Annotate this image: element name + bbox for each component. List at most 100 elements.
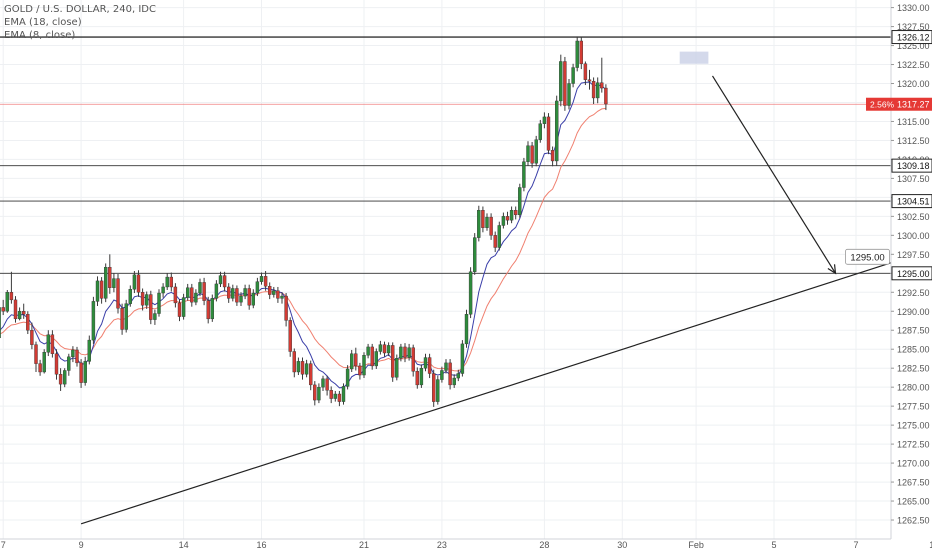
- candle-body: [67, 356, 71, 371]
- candle-body: [370, 346, 374, 367]
- price-tick-label: 1267.50: [897, 478, 930, 488]
- candle-body: [427, 357, 432, 374]
- candle-body: [185, 287, 190, 298]
- candle-body: [448, 362, 452, 386]
- candle-body: [325, 378, 329, 391]
- price-tick-label: 1302.50: [897, 212, 930, 222]
- time-tick-label: 23: [437, 540, 447, 550]
- candle-body: [0, 307, 1, 339]
- candle-body: [79, 362, 83, 383]
- candle-body: [165, 276, 169, 288]
- horizontal-levels[interactable]: [0, 36, 891, 274]
- candle-body: [108, 267, 112, 288]
- level-tag: [891, 266, 932, 281]
- candlesticks: [0, 36, 608, 407]
- candle-body: [91, 301, 96, 341]
- candle-body: [149, 294, 153, 320]
- candle-body: [218, 275, 223, 285]
- candle-body: [526, 145, 530, 162]
- candle-body: [477, 210, 481, 238]
- candle-body: [522, 161, 526, 188]
- candle-body: [382, 344, 387, 354]
- candle-body: [5, 292, 9, 312]
- candle-body: [354, 353, 358, 367]
- price-tick-label: 1320.00: [897, 79, 930, 89]
- time-axis[interactable]: 7 9 14 16 21 23 28 30 Feb 5 7 11: [0, 538, 932, 550]
- candle-body: [181, 297, 186, 317]
- candle-body: [280, 295, 284, 299]
- candle-body: [509, 210, 514, 221]
- price-tick-label: 1300.00: [897, 231, 930, 241]
- candle-body: [292, 351, 296, 373]
- time-tick-label: 5: [771, 540, 776, 550]
- ascending-trendline[interactable]: [80, 238, 932, 525]
- candle-body: [415, 371, 419, 386]
- arrow-head: [827, 264, 837, 275]
- price-tick-label: 1277.50: [897, 402, 930, 412]
- candle-body: [432, 373, 436, 402]
- price-tick-label: 1265.00: [897, 497, 930, 507]
- candle-body: [378, 344, 383, 352]
- candle-body: [247, 288, 251, 306]
- price-tick-label: 1272.50: [897, 440, 930, 450]
- highlight-box: [679, 51, 709, 64]
- time-tick-label: 11: [929, 540, 932, 550]
- price-axis[interactable]: 1262.50 1265.00 1267.50 1270.00 1272.50 1275.…: [866, 0, 932, 550]
- candle-body: [251, 292, 256, 306]
- candle-body: [452, 377, 456, 386]
- price-tick-label: 1292.50: [897, 288, 930, 298]
- candle-body: [71, 349, 75, 358]
- time-tick-label: 21: [359, 540, 369, 550]
- candle-body: [284, 295, 288, 321]
- candle-body: [596, 82, 600, 99]
- candle-body: [87, 339, 92, 362]
- candle-body: [317, 386, 321, 401]
- candle-body: [263, 276, 268, 287]
- candle-body: [313, 384, 317, 401]
- price-tick-label: 1322.50: [897, 60, 930, 70]
- candle-body: [103, 267, 108, 299]
- candle-body: [485, 216, 489, 228]
- candle-body: [214, 283, 219, 299]
- price-tick-label: 1307.50: [897, 174, 930, 184]
- candle-body: [587, 79, 592, 82]
- candle-body: [333, 393, 337, 399]
- drawings[interactable]: 1295.00: [679, 51, 890, 275]
- candle-body: [177, 302, 182, 317]
- candle-body: [358, 365, 362, 376]
- candle-body: [386, 345, 391, 354]
- legend-title: GOLD / U.S. DOLLAR, 240, IDC: [4, 4, 156, 15]
- candle-body: [231, 288, 235, 299]
- candle-body: [583, 63, 588, 80]
- price-tick-label: 1282.50: [897, 364, 930, 374]
- candle-body: [144, 294, 149, 306]
- candle-body: [600, 82, 604, 89]
- candle-body: [411, 347, 415, 372]
- candle-body: [481, 210, 485, 228]
- candle-body: [83, 361, 87, 383]
- candle-body: [255, 281, 260, 294]
- candle-body: [559, 61, 563, 102]
- candle-body: [112, 278, 116, 288]
- candle-body: [395, 358, 399, 378]
- candle-body: [366, 346, 370, 356]
- candle-body: [489, 216, 493, 236]
- candle-body: [54, 353, 59, 375]
- level-tag: [891, 158, 932, 173]
- price-tick-label: 1290.00: [897, 307, 930, 317]
- candle-body: [534, 139, 538, 164]
- candle-body: [46, 334, 50, 353]
- candle-body: [128, 289, 133, 304]
- level-tag: [891, 30, 932, 45]
- candle-body: [30, 330, 34, 345]
- candle-body: [567, 83, 571, 106]
- price-tick-label: 1287.50: [897, 326, 930, 336]
- price-tick-label: 1315.00: [897, 117, 930, 127]
- candle-body: [153, 313, 157, 320]
- candle-body: [456, 373, 460, 379]
- candle-body: [550, 150, 555, 162]
- candle-body: [26, 314, 30, 331]
- candle-body: [132, 274, 137, 290]
- candle-body: [374, 351, 378, 367]
